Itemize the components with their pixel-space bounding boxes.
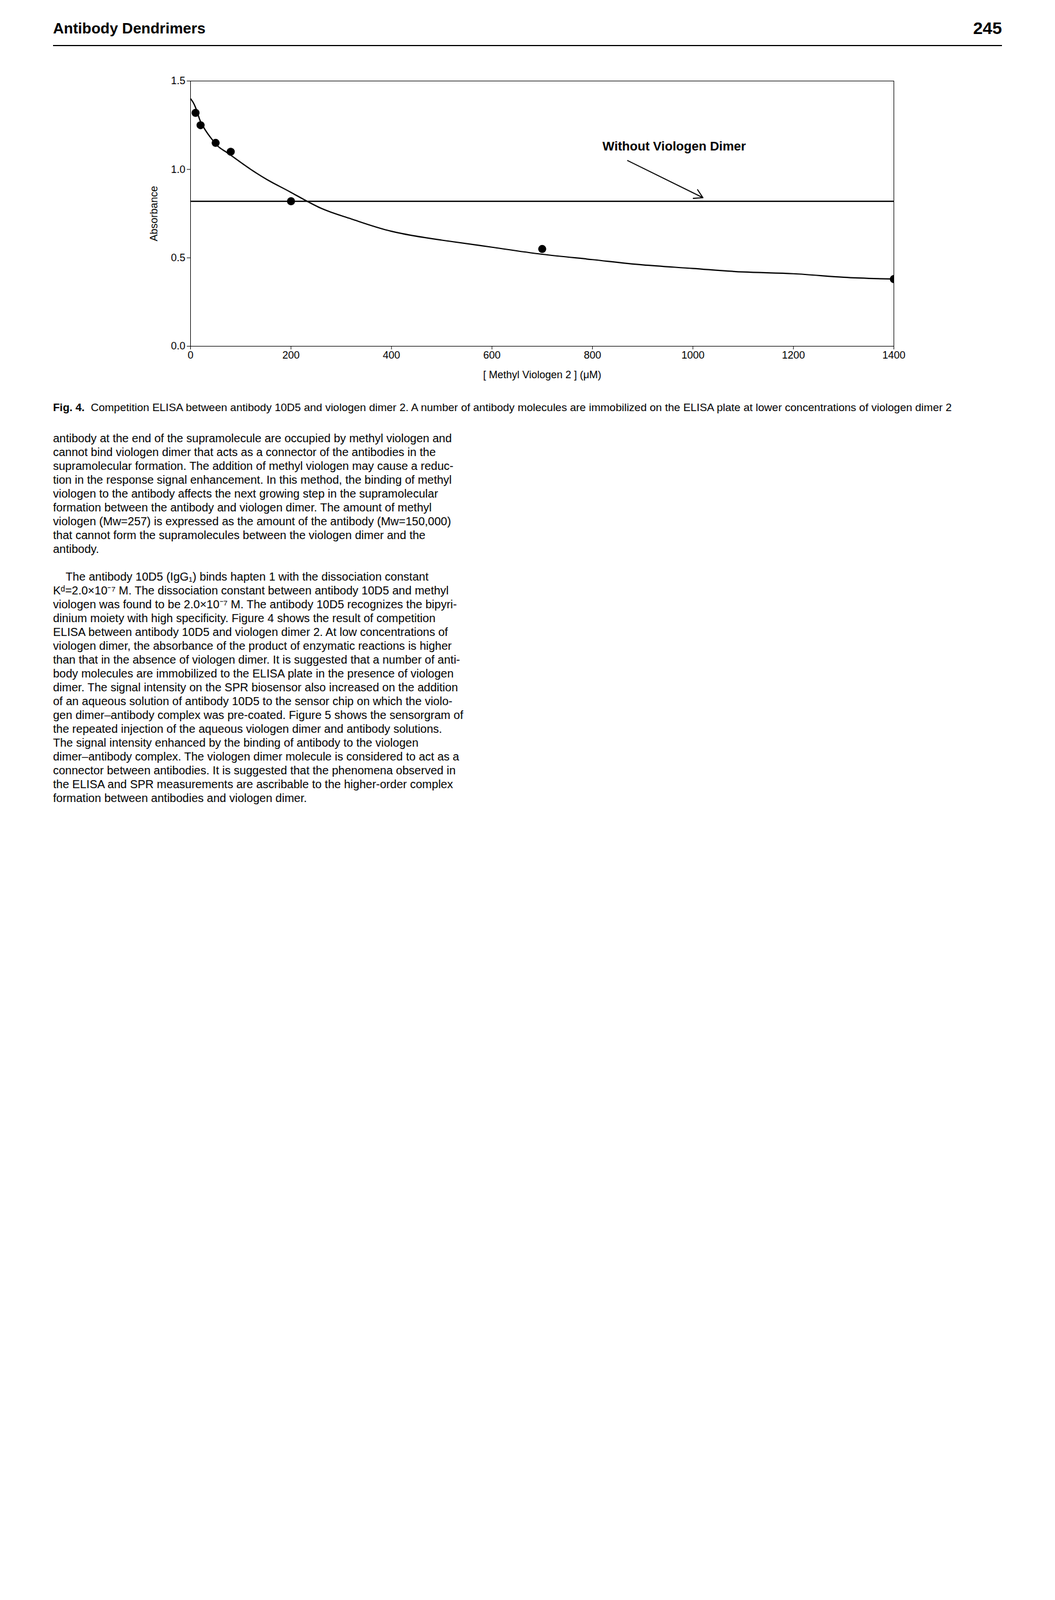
html-text:245: 245 (973, 18, 1002, 38)
html-text:that cannot form the supramole: that cannot form the supramolecules betw… (53, 528, 426, 542)
html-text:formation between the antibody: formation between the antibody and violo… (53, 500, 432, 514)
html-text:Kᵈ=2.0×10⁻⁷ M. The dissociatio: Kᵈ=2.0×10⁻⁷ M. The dissociation constant… (53, 583, 449, 597)
html-text:dinium moiety with high specif: dinium moiety with high specificity. Fig… (53, 611, 436, 625)
svg-text:1.0: 1.0 (170, 163, 186, 176)
html-text:tion in the response signal en: tion in the response signal enhancement.… (53, 473, 452, 486)
svg-text:1400: 1400 (882, 349, 906, 361)
html-text:body molecules are immobilized: body molecules are immobilized to the EL… (53, 666, 454, 680)
html-text:dimer–antibody complex. The vi: dimer–antibody complex. The viologen dim… (53, 749, 460, 763)
html-text:viologen to the antibody affec: viologen to the antibody affects the nex… (53, 486, 439, 500)
svg-text:600: 600 (483, 349, 501, 361)
html-text:viologen dimer, the absorbance: viologen dimer, the absorbance of the pr… (53, 639, 452, 652)
html-text:The signal intensity enhanced: The signal intensity enhanced by the bin… (53, 735, 419, 749)
svg-text:400: 400 (382, 349, 401, 361)
html-text:Fig. 4. Competition ELISA betw: Fig. 4. Competition ELISA between antibo… (53, 401, 952, 414)
svg-text:Absorbance: Absorbance (148, 185, 160, 241)
html-text:dimer. The signal intensity on: dimer. The signal intensity on the SPR b… (53, 680, 458, 694)
html-text:antibody at the end of the sup: antibody at the end of the supramolecule… (53, 431, 452, 445)
html-text:the repeated injection of the: the repeated injection of the aqueous vi… (53, 722, 443, 735)
html-text:formation between antibodies a: formation between antibodies and viologe… (53, 791, 307, 804)
svg-text:1200: 1200 (781, 349, 805, 361)
svg-text:1000: 1000 (681, 349, 705, 361)
svg-text:0: 0 (187, 349, 194, 361)
svg-text:1.5: 1.5 (170, 74, 186, 87)
html-text:connector between antibodies.: connector between antibodies. It is sugg… (53, 763, 456, 777)
html-text:Antibody Dendrimers: Antibody Dendrimers (53, 19, 206, 37)
svg-text:200: 200 (282, 349, 300, 361)
html-text:gen dimer–antibody complex was: gen dimer–antibody complex was pre-coate… (53, 708, 464, 721)
html-text:The antibody 10D5 (IgG₁) binds: The antibody 10D5 (IgG₁) binds hapten 1 … (53, 569, 429, 583)
html-text:than that in the absence of vi: than that in the absence of viologen dim… (53, 652, 461, 666)
html-text:viologen was found to be 2.0×1: viologen was found to be 2.0×10⁻⁷ M. The… (53, 597, 457, 611)
html-text:ELISA between antibody 10D5 an: ELISA between antibody 10D5 and viologen… (53, 625, 448, 638)
html-text:supramolecular formation. The: supramolecular formation. The addition o… (53, 459, 454, 472)
svg-text:0.0: 0.0 (170, 340, 186, 352)
svg-text:0.5: 0.5 (170, 251, 186, 264)
html-text:of an aqueous solution of anti: of an aqueous solution of antibody 10D5 … (53, 694, 453, 708)
html-text:the ELISA and SPR measurements: the ELISA and SPR measurements are ascri… (53, 777, 453, 791)
svg-text:800: 800 (583, 349, 602, 361)
svg-text:Without Viologen Dimer: Without Viologen Dimer (602, 138, 746, 154)
html-text:viologen (Mw=257) is expressed: viologen (Mw=257) is expressed as the am… (53, 514, 452, 528)
html-text:antibody.: antibody. (53, 542, 99, 555)
html-text:cannot bind viologen dimer tha: cannot bind viologen dimer that acts as … (53, 445, 436, 459)
svg-text:[ Methyl Viologen 2 ] (μM): [ Methyl Viologen 2 ] (μM) (483, 368, 602, 381)
